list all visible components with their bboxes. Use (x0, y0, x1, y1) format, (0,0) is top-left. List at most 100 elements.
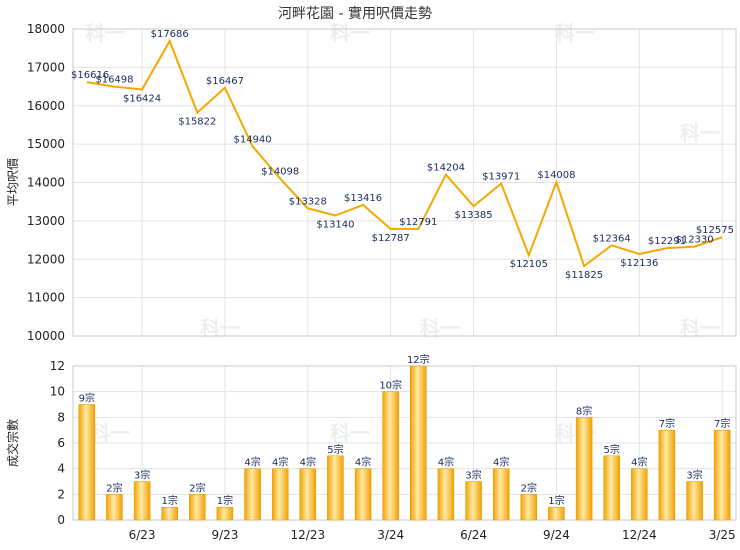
price-data-label: $12575 (696, 225, 734, 236)
price-data-label: $13416 (344, 193, 382, 204)
watermark-text: 科一 (680, 121, 720, 145)
price-data-label: $17686 (151, 29, 189, 40)
volume-bar (548, 506, 565, 521)
volume-data-label: 7宗 (659, 417, 675, 430)
price-y-tick-label: 17000 (27, 60, 65, 74)
price-data-label: $12105 (510, 259, 548, 270)
volume-bar (106, 494, 123, 521)
price-grid (73, 28, 736, 337)
price-data-label: $14940 (233, 134, 271, 145)
volume-y-tick-label: 4 (57, 462, 65, 476)
price-data-label: $11825 (565, 270, 603, 281)
volume-data-label: 5宗 (604, 443, 620, 456)
volume-data-label: 9宗 (79, 392, 95, 405)
volume-data-label: 12宗 (407, 353, 430, 366)
volume-bar (437, 468, 455, 521)
volume-data-label: 1宗 (548, 494, 564, 507)
price-data-label: $16467 (206, 76, 244, 87)
price-y-tick-label: 15000 (27, 137, 65, 151)
volume-y-tick-label: 10 (50, 385, 65, 399)
price-y-tick-label: 18000 (27, 22, 65, 36)
volume-bar (575, 417, 593, 521)
volume-bar (78, 404, 96, 521)
price-data-labels: $16616$16498 $16424 $17686 $15822 $16467 $149… (71, 29, 734, 281)
volume-bar (603, 455, 620, 521)
price-y-tick-label: 10000 (27, 329, 65, 343)
watermark-text: 科一 (85, 21, 125, 45)
volume-y-tick-label: 0 (57, 513, 65, 527)
volume-bar (465, 481, 482, 521)
volume-data-label: 8宗 (576, 404, 592, 417)
volume-bar (327, 455, 344, 521)
volume-y-tick-label: 8 (57, 410, 65, 424)
volume-data-label: 7宗 (714, 417, 730, 430)
volume-bar (492, 468, 510, 521)
volume-data-label: 5宗 (327, 443, 343, 456)
volume-data-label: 3宗 (465, 469, 481, 482)
volume-bar (133, 481, 151, 521)
volume-data-label: 4宗 (493, 456, 509, 469)
price-data-label: $14204 (427, 163, 465, 174)
price-data-label: $15822 (178, 117, 216, 128)
price-data-label: $12364 (593, 233, 631, 244)
watermark-text: 科一 (90, 421, 130, 445)
volume-data-label: 1宗 (217, 494, 233, 507)
price-data-label: $12791 (399, 217, 437, 228)
x-tick-label: 9/23 (211, 528, 238, 542)
volume-data-label: 4宗 (631, 456, 647, 469)
price-data-label: $13328 (289, 196, 327, 207)
price-data-label: $12330 (675, 235, 713, 246)
price-data-label: $16424 (123, 93, 161, 104)
volume-y-axis-label: 成交宗數 (5, 419, 20, 467)
watermark-text: 科一 (330, 21, 370, 45)
watermark-text: 科一 (555, 21, 595, 45)
price-data-label: $12136 (620, 258, 658, 269)
volume-bar (299, 468, 317, 521)
volume-data-label: 4宗 (438, 456, 454, 469)
x-tick-label: 6/24 (460, 528, 487, 542)
volume-data-label: 4宗 (272, 456, 288, 469)
volume-data-label: 1宗 (162, 494, 178, 507)
volume-y-tick-label: 2 (57, 487, 65, 501)
volume-data-labels: 9宗 2宗 3宗 1宗 2宗 1宗 4宗 4宗 4宗 5宗 4宗 10宗 12宗 4宗 3宗 4宗 2宗 1宗 8宗… (79, 353, 731, 507)
volume-bar (658, 429, 676, 521)
volume-y-tick-label: 12 (50, 359, 65, 373)
price-plot-frame (72, 28, 737, 337)
price-series-line (86, 38, 723, 268)
price-data-label: $12291 (648, 236, 686, 247)
x-tick-label: 12/24 (622, 528, 657, 542)
volume-bar (244, 468, 261, 521)
volume-data-label: 2宗 (521, 481, 537, 494)
price-y-tick-label: 14000 (27, 176, 65, 190)
volume-data-label: 4宗 (300, 456, 316, 469)
volume-bar (271, 468, 289, 521)
price-y-axis: 10000 11000 12000 13000 14000 15000 16000 17000… (27, 22, 65, 343)
volume-bar (216, 506, 234, 521)
volume-data-label: 3宗 (686, 469, 702, 482)
volume-bar (713, 429, 731, 521)
price-data-label: $14008 (537, 170, 575, 181)
price-y-tick-label: 13000 (27, 214, 65, 228)
volume-bars (78, 365, 731, 521)
price-y-axis-label: 平均呎價 (6, 158, 20, 206)
volume-bar (189, 494, 206, 521)
volume-data-label: 4宗 (355, 456, 371, 469)
volume-y-tick-label: 6 (57, 436, 65, 450)
price-data-label: $13140 (316, 220, 354, 231)
x-tick-label: 6/23 (129, 528, 156, 542)
volume-y-axis: 0 2 4 6 8 10 12 (50, 359, 65, 527)
volume-data-label: 3宗 (134, 469, 150, 482)
volume-data-label: 4宗 (244, 456, 260, 469)
price-data-label: $13385 (454, 210, 492, 221)
volume-bar (631, 468, 648, 521)
volume-data-label: 10宗 (379, 379, 402, 392)
chart-title: 河畔花園 - 實用呎價走勢 (278, 5, 432, 22)
watermark-text: 科一 (330, 421, 370, 445)
x-axis: 6/23 9/23 12/23 3/24 6/24 9/24 12/24 3/25 (129, 528, 736, 542)
volume-bar (410, 365, 427, 521)
price-data-label: $13971 (482, 172, 520, 183)
volume-data-label: 2宗 (106, 481, 122, 494)
price-data-label: $12787 (372, 233, 410, 244)
price-data-label: $14098 (261, 167, 299, 178)
